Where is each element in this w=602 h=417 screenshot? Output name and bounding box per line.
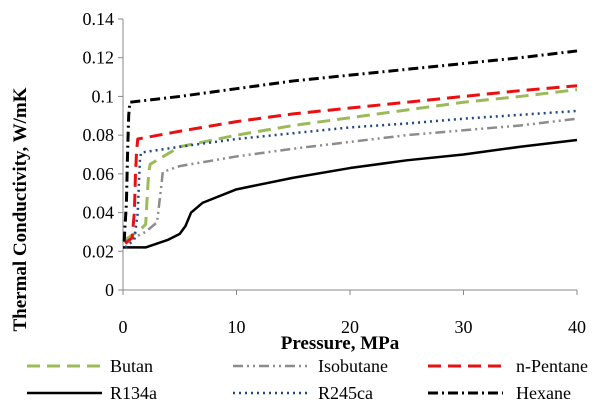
y-tick-label: 0.14 (83, 9, 115, 29)
legend-label: Hexane (516, 383, 571, 403)
y-tick-label: 0.12 (83, 48, 115, 68)
series-line-n-pentane (124, 84, 578, 245)
legend-label: R134a (110, 383, 157, 403)
x-tick-label: 20 (341, 317, 359, 337)
y-tick-label: 0.1 (92, 86, 115, 106)
series-line-hexane (122, 49, 578, 242)
legend-label: Butan (110, 356, 153, 376)
legend-label: n-Pentane (516, 356, 588, 376)
y-tick-label: 0.06 (83, 164, 115, 184)
series-line-r134a (123, 138, 578, 249)
x-tick-label: 0 (119, 317, 128, 337)
series-lines (122, 49, 578, 249)
y-tick-label: 0.02 (83, 241, 115, 261)
y-tick-label: 0 (105, 280, 114, 300)
axes: 0 0.02 0.04 0.06 0.08 0.1 0.12 0.14 0 10 20 30 40 (83, 9, 587, 337)
legend-label: Isobutane (318, 356, 388, 376)
y-tick-label: 0.08 (83, 125, 115, 145)
series-line-r245ca (124, 109, 578, 249)
legend: Butan Isobutane n-Pentane R134a R245ca Hexane (27, 356, 588, 403)
x-tick-label: 40 (568, 317, 586, 337)
y-tick-label: 0.04 (83, 203, 115, 223)
x-axis-title: Pressure, MPa (281, 333, 400, 354)
x-tick-label: 10 (228, 317, 246, 337)
legend-label: R245ca (318, 383, 373, 403)
y-axis-title: Thermal Conductivity, W/mK (10, 87, 31, 331)
series-line-isobutane (124, 117, 578, 243)
x-tick-label: 30 (455, 317, 473, 337)
